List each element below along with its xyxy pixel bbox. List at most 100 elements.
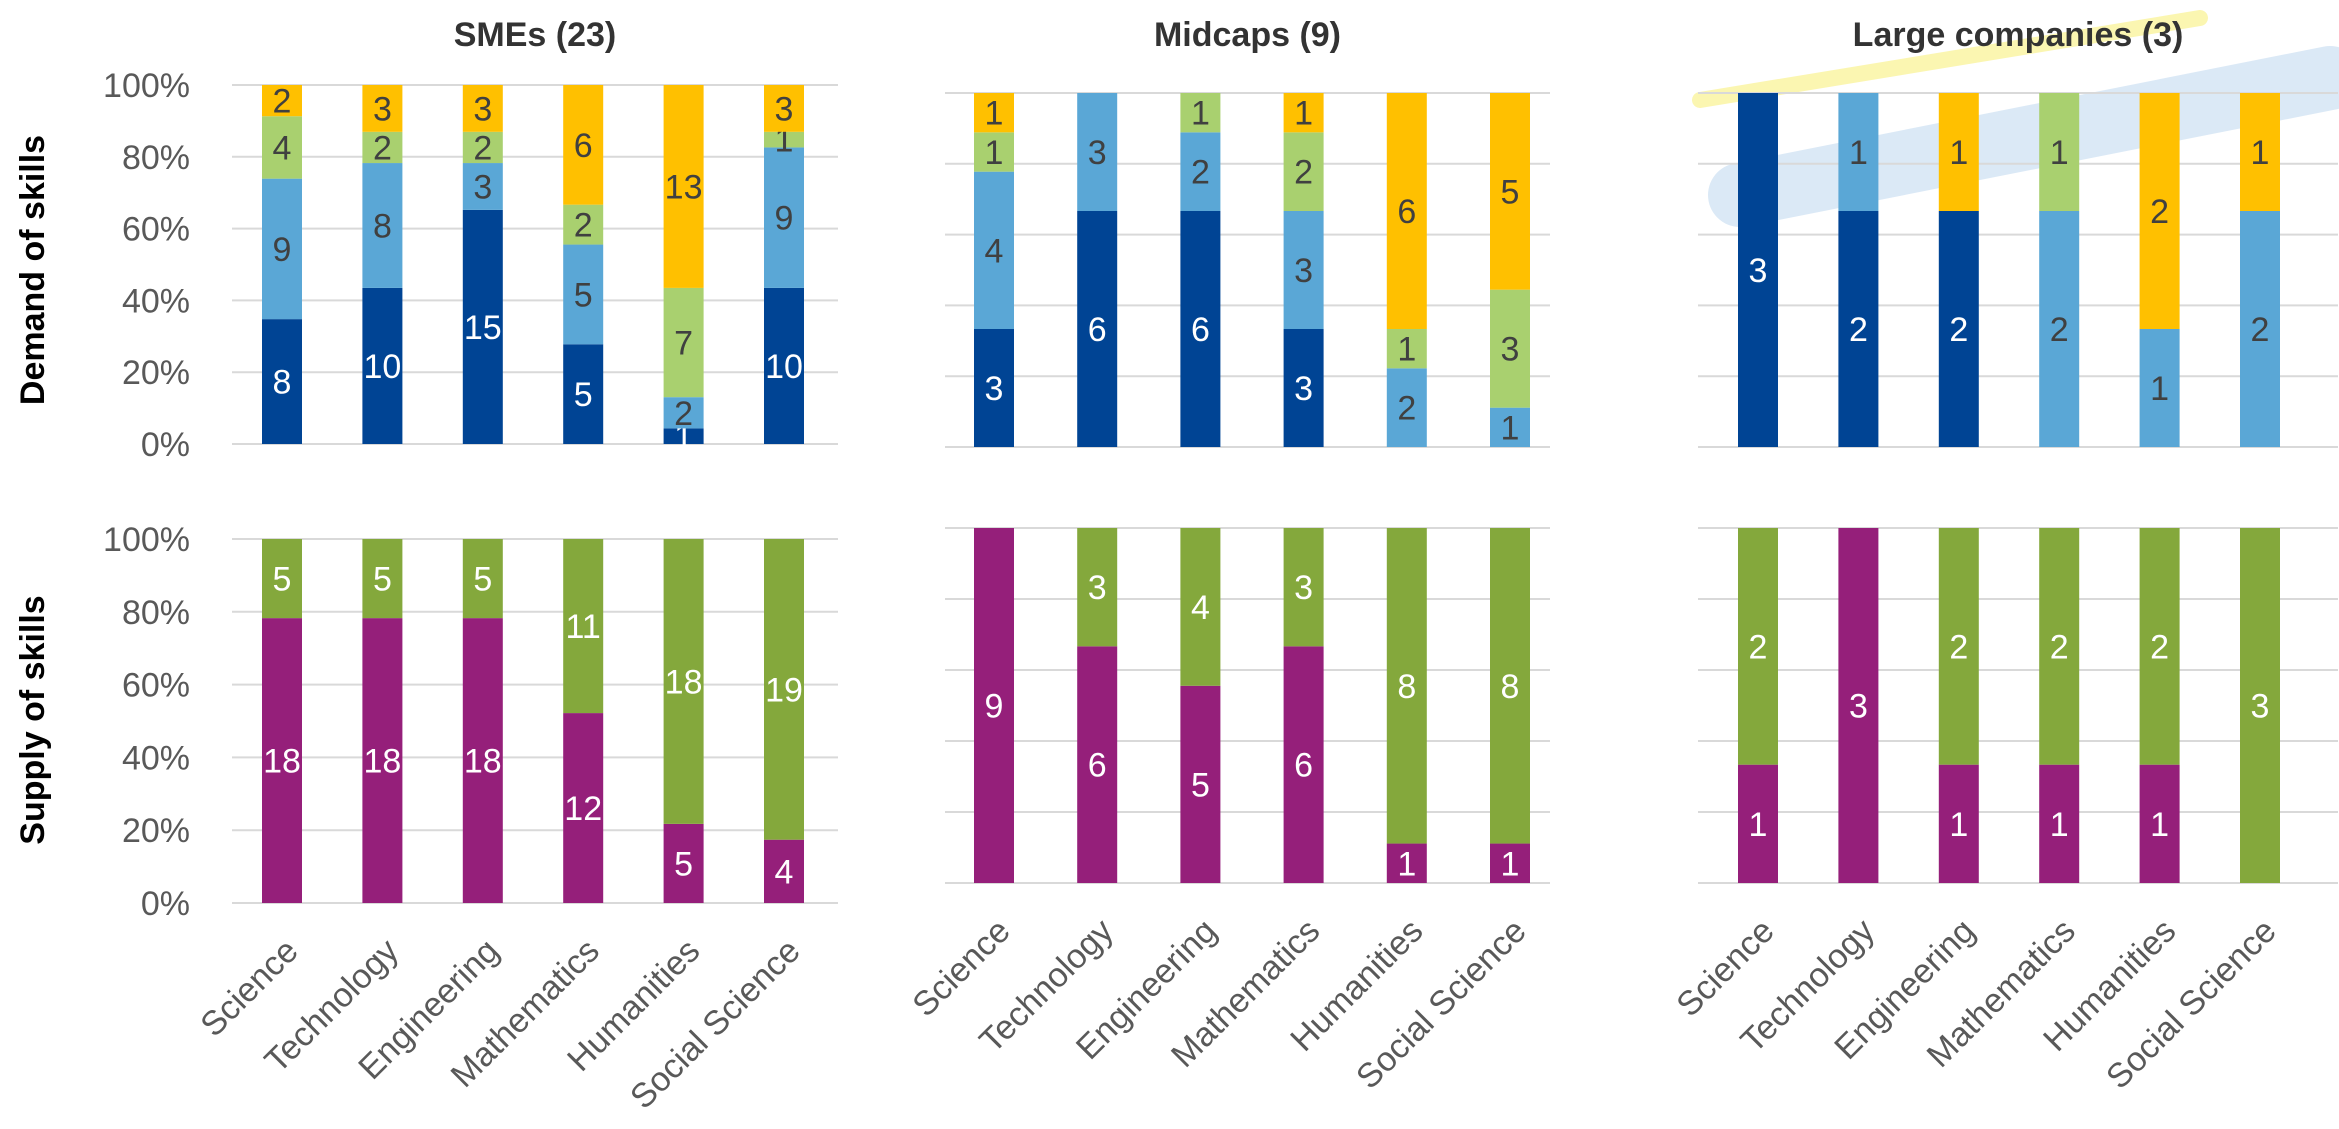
bar-segment <box>462 131 503 164</box>
data-label: 3 <box>1749 252 1768 290</box>
data-label: 9 <box>273 231 292 269</box>
bar-segment <box>1077 646 1118 883</box>
bar-segment <box>1490 843 1530 883</box>
bar-segment <box>1283 646 1324 883</box>
data-label: 2 <box>1397 390 1416 428</box>
data-label: 18 <box>363 743 401 781</box>
chart-panel-demand-3: Large companies (3) 3 2 1 2 1 2 1 1 2 2 1 <box>1698 16 2338 448</box>
bar-segment <box>764 147 804 288</box>
bar-segment <box>2139 528 2180 765</box>
data-label: 6 <box>1191 311 1210 349</box>
data-label: 2 <box>1949 628 1968 666</box>
data-label: 1 <box>1849 134 1868 172</box>
bar-segment <box>462 539 503 619</box>
row-label-demand: Demand of skills <box>14 135 52 405</box>
bar-segment <box>362 618 403 903</box>
bar-segment <box>1386 368 1427 447</box>
chart-title: Large companies (3) <box>1853 16 2184 54</box>
x-tick-label: Social Science <box>2099 912 2284 1097</box>
data-label: 1 <box>2050 806 2069 844</box>
bar-segment <box>764 131 804 148</box>
bar-segment <box>1386 329 1427 369</box>
chart-panel-supply-1: 0%20%40%60%80%100%185Science185Technolog… <box>103 521 838 1116</box>
data-label: 4 <box>775 853 794 891</box>
data-label: 7 <box>674 325 693 363</box>
bar-segment <box>974 132 1014 172</box>
bar-segment <box>362 539 403 619</box>
bar-segment <box>1738 93 1778 447</box>
data-label: 2 <box>2251 311 2270 349</box>
y-tick-label: 40% <box>122 739 190 777</box>
bar-segment <box>563 204 604 245</box>
data-label: 18 <box>464 743 502 781</box>
bar-segment <box>1180 685 1221 883</box>
bar-segment <box>563 85 604 205</box>
bar-segment <box>974 528 1014 883</box>
y-tick-label: 20% <box>122 354 190 392</box>
y-tick-label: 20% <box>122 812 190 850</box>
bar-segment <box>462 209 503 444</box>
data-label: 4 <box>1191 589 1210 627</box>
bar-segment <box>362 163 403 288</box>
bar-segment <box>663 85 704 288</box>
data-label: 6 <box>574 127 593 165</box>
bar-segment <box>1283 528 1324 647</box>
bar-segment <box>663 823 704 903</box>
y-tick-label: 100% <box>103 521 190 559</box>
y-tick-label: 60% <box>122 211 190 249</box>
bar-segment <box>563 539 604 714</box>
bar-segment <box>974 329 1014 447</box>
bar-segment <box>764 287 804 444</box>
data-label: 2 <box>574 207 593 245</box>
bar-segment <box>663 397 704 429</box>
data-label: 2 <box>1749 628 1768 666</box>
bar-segment <box>1180 93 1221 133</box>
data-label: 18 <box>263 743 301 781</box>
data-label: 2 <box>273 83 292 121</box>
bar-segment <box>462 85 503 132</box>
bar-segment <box>663 428 704 444</box>
data-label: 3 <box>775 90 794 128</box>
data-label: 3 <box>1088 134 1107 172</box>
data-label: 3 <box>2251 688 2270 726</box>
bar-segment <box>1180 211 1221 447</box>
bar-segment <box>764 85 804 132</box>
data-label: 1 <box>1949 806 1968 844</box>
bar-segment <box>1738 764 1778 883</box>
data-label: 13 <box>665 168 703 206</box>
bar-segment <box>1077 93 1118 211</box>
bar-segment <box>1938 211 1979 447</box>
y-tick-label: 80% <box>122 139 190 177</box>
y-tick-label: 100% <box>103 67 190 105</box>
bar-segment <box>764 539 804 840</box>
bar-segment <box>1077 211 1118 447</box>
bar-segment <box>1490 93 1530 290</box>
data-label: 1 <box>1397 845 1416 883</box>
data-label: 3 <box>1294 252 1313 290</box>
bar-segment <box>1386 528 1427 844</box>
data-label: 1 <box>985 95 1004 133</box>
data-label: 1 <box>985 134 1004 172</box>
bar-segment <box>1490 407 1530 447</box>
bar-segment <box>1283 132 1324 211</box>
decorative-highlight <box>1692 10 2339 227</box>
data-label: 1 <box>2150 806 2169 844</box>
data-label: 3 <box>1294 370 1313 408</box>
bar-segment <box>1283 93 1324 133</box>
data-label: 3 <box>1294 569 1313 607</box>
bar-segment <box>563 344 604 444</box>
bar-segment <box>262 85 302 117</box>
data-label: 11 <box>566 608 601 646</box>
bar-segment <box>2039 93 2080 211</box>
data-label: 10 <box>363 348 401 386</box>
data-label: 2 <box>1294 154 1313 192</box>
x-tick-label: Social Science <box>623 932 808 1117</box>
bar-segment <box>1738 528 1778 765</box>
bar-segment <box>362 287 403 444</box>
data-label: 3 <box>373 90 392 128</box>
data-label: 4 <box>273 129 292 167</box>
y-tick-label: 40% <box>122 282 190 320</box>
